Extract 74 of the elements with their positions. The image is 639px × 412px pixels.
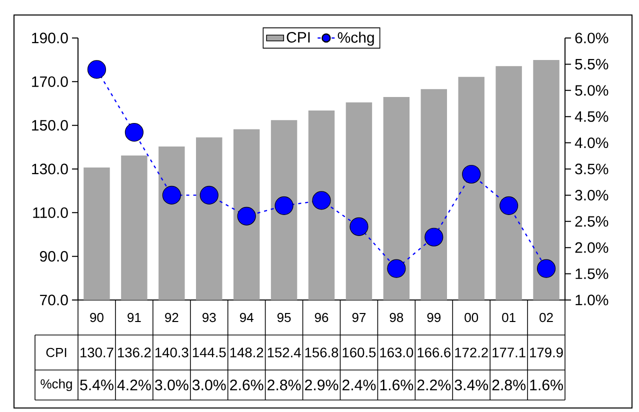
y-tick-label: 190.0 [32, 32, 68, 44]
y2-tick-label: 2.0% [575, 242, 608, 253]
data-label: 136.2 [118, 348, 151, 358]
data-label: 163.0 [380, 348, 414, 358]
data-label: 2.2% [417, 380, 451, 390]
point [312, 191, 331, 210]
data-label: 2.4% [342, 380, 376, 390]
data-label: 4.2% [117, 380, 151, 390]
data-label: 160.5 [342, 348, 376, 358]
data-label: 166.6 [418, 348, 451, 358]
data-label: 148.2 [230, 348, 264, 358]
data-label: 3.4% [454, 380, 488, 390]
y2-tick-label: 5.5% [575, 58, 608, 70]
x-tick-label: 90 [90, 312, 104, 322]
data-label: 3.0% [155, 380, 188, 390]
x-tick-label: 97 [352, 312, 366, 322]
data-label: 144.5 [192, 348, 226, 358]
data-label: 179.9 [530, 348, 563, 358]
text: CPI [46, 348, 66, 358]
point [200, 186, 218, 204]
data-label: 156.8 [305, 348, 338, 358]
x-tick-label: 02 [540, 312, 553, 322]
y2-tick-label: 1.5% [576, 268, 608, 280]
data-label: 177.1 [492, 348, 526, 358]
y-tick-label: 70.0 [40, 294, 68, 306]
x-tick-label: 98 [390, 312, 404, 322]
x-tick-label: 01 [502, 312, 516, 322]
y-tick-label: 130.0 [32, 164, 68, 174]
y-tick-label: 90.0 [40, 251, 68, 262]
y2-tick-label: 4.5% [574, 111, 608, 122]
x-tick-label: 94 [240, 312, 254, 322]
y2-tick-label: 3.5% [575, 164, 608, 174]
data-label: 1.6% [380, 380, 414, 390]
point [162, 186, 181, 204]
point [424, 228, 444, 246]
x-tick-label: 00 [464, 312, 478, 322]
data-label: 172.2 [455, 348, 488, 358]
y2-tick-label: 3.0% [575, 190, 608, 201]
data-label: 2.8% [492, 380, 526, 390]
y-tick-label: 170.0 [32, 76, 68, 87]
data-label: 152.4 [268, 348, 301, 358]
data-label: 3.0% [192, 380, 226, 390]
point [462, 164, 481, 184]
legend-label: %chg [338, 32, 374, 46]
point [237, 206, 256, 226]
data-label: 2.8% [268, 380, 301, 390]
point [500, 196, 518, 215]
y2-tick-label: 6.0% [575, 32, 608, 44]
data-label: 140.3 [155, 348, 188, 358]
x-tick-label: 91 [128, 312, 141, 322]
y-tick-label: 110.0 [33, 207, 68, 218]
point [87, 60, 106, 79]
legend-label: CPI [286, 32, 310, 43]
x-tick-label: 95 [277, 312, 291, 322]
x-tick-label: 96 [314, 312, 328, 322]
text: %chg [40, 378, 72, 392]
y2-tick-label: 5.0% [575, 85, 608, 96]
x-tick-label: 92 [165, 312, 178, 322]
data-label: 2.6% [230, 380, 264, 390]
data-label: 130.7 [80, 348, 114, 358]
point [536, 259, 556, 278]
point [124, 123, 144, 142]
data-label: 1.6% [530, 380, 563, 390]
y2-tick-label: 4.0% [574, 137, 608, 148]
x-tick-label: 99 [427, 312, 441, 322]
y2-tick-label: 2.5% [575, 216, 608, 227]
y2-tick-label: 1.0% [576, 294, 608, 306]
point [387, 259, 406, 278]
y-tick-label: 150.0 [32, 120, 68, 131]
x-tick-label: 93 [202, 312, 216, 322]
data-label: 2.9% [305, 380, 338, 390]
point [350, 217, 368, 236]
point [274, 196, 294, 215]
data-label: 5.4% [80, 380, 114, 390]
